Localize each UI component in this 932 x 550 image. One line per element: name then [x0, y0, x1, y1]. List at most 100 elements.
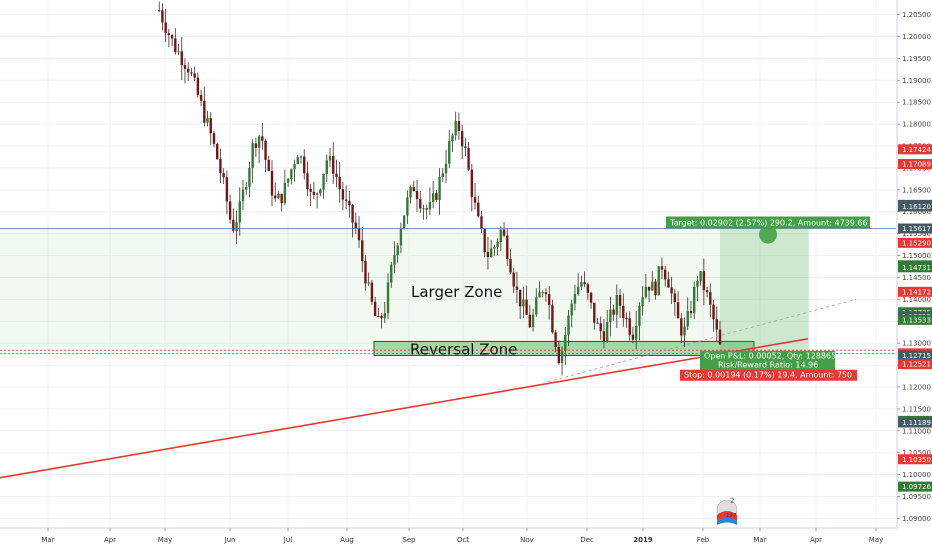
- candle-body: [274, 195, 277, 199]
- stop-label-box: [680, 369, 857, 381]
- y-tick-label: 1.11500: [902, 405, 931, 413]
- candle-body: [460, 131, 464, 147]
- logo-flag-blue: [717, 518, 737, 525]
- candle-body: [425, 208, 428, 210]
- candle-body: [409, 186, 412, 198]
- candle-body: [348, 200, 351, 206]
- candle-body: [357, 228, 361, 241]
- candle-body: [451, 135, 454, 142]
- candle-body: [512, 272, 515, 287]
- candle-body: [518, 289, 522, 307]
- candle-body: [261, 136, 264, 141]
- candle-body: [177, 51, 180, 53]
- candle-body: [396, 245, 399, 256]
- candle-body: [486, 252, 490, 258]
- candle-body: [660, 266, 664, 270]
- y-tick-label: 1.11000: [902, 427, 931, 435]
- y-tick-label: 1.13000: [902, 340, 931, 348]
- candle-body: [696, 280, 699, 287]
- candle-body: [564, 334, 567, 352]
- candle-body: [470, 169, 474, 198]
- candle-body: [251, 143, 254, 168]
- candle-body: [641, 297, 644, 306]
- candle-body: [609, 309, 612, 322]
- larger-zone-rect: [0, 228, 808, 350]
- candle-body: [438, 177, 441, 200]
- candle-body: [174, 38, 177, 53]
- candle-body: [702, 271, 706, 291]
- y-tick-label: 1.14500: [902, 274, 931, 282]
- candle-body: [248, 167, 251, 187]
- candle-body: [547, 294, 551, 306]
- candle-body: [689, 311, 693, 314]
- candle-body: [399, 228, 403, 246]
- price-badge-label: 1.10350: [902, 456, 931, 464]
- candle-body: [599, 323, 602, 332]
- open-label: Open P&L: 0.00052, Qty: 128865: [704, 352, 836, 361]
- price-badge: [898, 237, 932, 248]
- x-tick-label: Sep: [402, 536, 416, 544]
- price-badge: [898, 350, 932, 361]
- price-badge-label: 1.15290: [902, 239, 931, 247]
- candle-body: [264, 140, 267, 160]
- candle-body: [647, 286, 651, 291]
- candle-body: [651, 281, 654, 291]
- y-tick-label: 1.19500: [902, 55, 931, 63]
- candle-body: [557, 346, 561, 364]
- candle-body: [686, 311, 689, 327]
- candle-body: [293, 164, 296, 170]
- candle-body: [187, 68, 190, 73]
- price-badge-label: 1.12715: [902, 352, 931, 360]
- reversal-zone-label: Reversal Zone: [410, 340, 517, 358]
- position-target-area: [720, 228, 809, 350]
- candle-body: [431, 193, 435, 202]
- candle-body: [667, 279, 670, 288]
- candle-body: [322, 173, 325, 190]
- candle-body: [332, 156, 335, 174]
- price-badge: [898, 359, 932, 370]
- candle-body: [538, 292, 541, 298]
- logo-subnumber: 127: [726, 513, 737, 519]
- candle-body: [238, 201, 241, 223]
- target-label: Target: 0.02902 (2.57%) 290.2, Amount: 4…: [669, 219, 868, 228]
- price-badge-label: 1.13533: [902, 316, 931, 324]
- candle-body: [631, 334, 635, 340]
- candle-body: [622, 305, 625, 318]
- candle-body: [596, 322, 599, 324]
- candle-body: [367, 282, 370, 284]
- candle-body: [296, 157, 299, 165]
- candle-body: [493, 247, 496, 249]
- price-badge: [898, 159, 932, 170]
- candle-body: [412, 186, 416, 192]
- candle-body: [654, 281, 657, 296]
- candle-body: [386, 282, 390, 314]
- candle-body: [705, 290, 709, 293]
- candle-body: [670, 287, 673, 294]
- candle-body: [354, 222, 357, 229]
- candle-body: [573, 294, 577, 304]
- candle-body: [718, 329, 722, 345]
- candle-body: [303, 156, 306, 174]
- price-badge: [898, 262, 932, 273]
- candle-body: [280, 193, 283, 204]
- candle-body: [422, 208, 425, 210]
- candle-body: [715, 319, 718, 330]
- x-tick-label: Mar: [41, 536, 54, 544]
- ratio-label: Risk/Reward Ratio: 14.96: [718, 361, 818, 370]
- x-tick-label: Oct: [457, 536, 469, 544]
- candle-body: [380, 315, 383, 319]
- candle-body: [232, 219, 235, 231]
- candle-body: [167, 33, 171, 36]
- candle-body: [496, 241, 499, 248]
- candle-body: [657, 266, 660, 296]
- stop-label: Stop: 0.00194 (0.17%) 19.4, Amount: 750: [684, 371, 852, 380]
- candle-body: [441, 173, 445, 178]
- x-tick-label: Dec: [580, 536, 594, 544]
- candle-body: [680, 318, 683, 336]
- candle-body: [673, 293, 677, 303]
- candle-body: [257, 136, 261, 148]
- candle-body: [586, 284, 590, 293]
- candle-body: [644, 286, 648, 298]
- price-badge-label: 1.16120: [902, 203, 931, 211]
